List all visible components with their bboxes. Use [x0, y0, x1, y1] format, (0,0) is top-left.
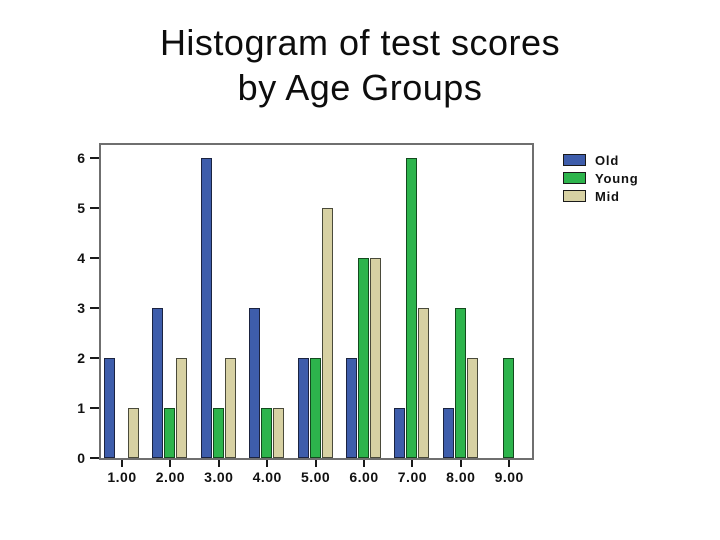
- bar-mid-8.00: [466, 358, 478, 458]
- y-axis-tick-0: [90, 457, 99, 459]
- bar-young-7.00: [406, 158, 418, 458]
- y-axis-tick-6: [90, 157, 99, 159]
- y-axis-tick-2: [90, 357, 99, 359]
- bar-young-4.00: [261, 408, 273, 458]
- legend: Old Young Mid: [563, 152, 639, 208]
- y-axis-label-5: 5: [77, 200, 85, 216]
- legend-label-young: Young: [595, 170, 639, 186]
- bar-mid-3.00: [224, 358, 236, 458]
- bar-mid-6.00: [370, 258, 381, 458]
- bar-old-5.00: [297, 358, 309, 458]
- x-axis-label-8.00: 8.00: [446, 469, 476, 485]
- x-axis-label-2.00: 2.00: [155, 469, 186, 485]
- chart-title-line1: Histogram of test scores: [159, 22, 561, 63]
- bar-old-6.00: [346, 358, 357, 458]
- x-axis-label-9.00: 9.00: [494, 469, 524, 485]
- legend-label-mid: Mid: [595, 188, 620, 204]
- legend-item-mid: Mid: [563, 188, 638, 204]
- bar-young-5.00: [309, 358, 321, 458]
- x-axis-label-1.00: 1.00: [107, 469, 137, 485]
- y-axis-label-0: 0: [77, 450, 85, 466]
- bar-mid-1.00: [128, 408, 139, 458]
- y-axis-tick-5: [90, 207, 99, 209]
- legend-swatch-old: [563, 154, 586, 166]
- x-axis-tick-5.00: [314, 460, 317, 467]
- x-axis-label-4.00: 4.00: [252, 469, 282, 485]
- bar-old-8.00: [442, 408, 454, 458]
- legend-swatch-young: [563, 172, 586, 184]
- x-axis-tick-4.00: [266, 460, 269, 467]
- x-axis-label-7.00: 7.00: [397, 469, 428, 485]
- x-axis-tick-8.00: [459, 460, 462, 467]
- bar-young-3.00: [212, 408, 224, 458]
- bar-young-2.00: [164, 408, 176, 458]
- y-axis-label-4: 4: [77, 250, 85, 266]
- x-axis-tick-3.00: [217, 460, 220, 467]
- x-axis-tick-2.00: [169, 460, 172, 467]
- bar-young-8.00: [454, 308, 466, 458]
- x-axis-label-3.00: 3.00: [204, 469, 234, 485]
- bar-mid-5.00: [321, 208, 333, 458]
- bar-mid-7.00: [418, 308, 430, 458]
- y-axis-tick-1: [90, 407, 99, 409]
- plot-area: 0 1 2 3 4 5 6 1.00 2.00 3.00 4.00 5.00 6.00 7.00 8.00 9…: [77, 143, 534, 485]
- x-axis-tick-9.00: [508, 460, 511, 467]
- y-axis-label-3: 3: [77, 300, 85, 316]
- bar-old-2.00: [152, 308, 164, 458]
- bar-old-4.00: [249, 308, 261, 458]
- bar-young-9.00: [503, 358, 515, 458]
- bar-mid-2.00: [176, 358, 188, 458]
- y-axis-label-1: 1: [77, 400, 85, 416]
- y-axis-label-2: 2: [77, 350, 85, 366]
- x-axis-tick-1.00: [121, 460, 123, 467]
- x-axis-tick-6.00: [363, 460, 365, 467]
- x-axis-label-5.00: 5.00: [300, 469, 331, 485]
- chart-title: Histogram of test scores by Age Groups: [0, 20, 720, 110]
- legend-item-young: Young: [563, 170, 639, 186]
- bar-old-3.00: [200, 158, 212, 458]
- legend-label-old: Old: [595, 152, 620, 168]
- bar-old-7.00: [394, 408, 406, 458]
- y-axis-tick-3: [90, 307, 99, 309]
- y-axis-tick-4: [90, 257, 99, 259]
- x-axis-tick-7.00: [411, 460, 414, 467]
- bar-mid-4.00: [273, 408, 285, 458]
- legend-item-old: Old: [563, 152, 638, 168]
- bar-old-1.00: [104, 358, 115, 458]
- legend-swatch-mid: [563, 190, 586, 202]
- x-axis-label-6.00: 6.00: [349, 469, 379, 485]
- y-axis-label-6: 6: [77, 150, 85, 166]
- chart-title-line2: by Age Groups: [237, 67, 483, 108]
- bar-young-6.00: [358, 258, 369, 458]
